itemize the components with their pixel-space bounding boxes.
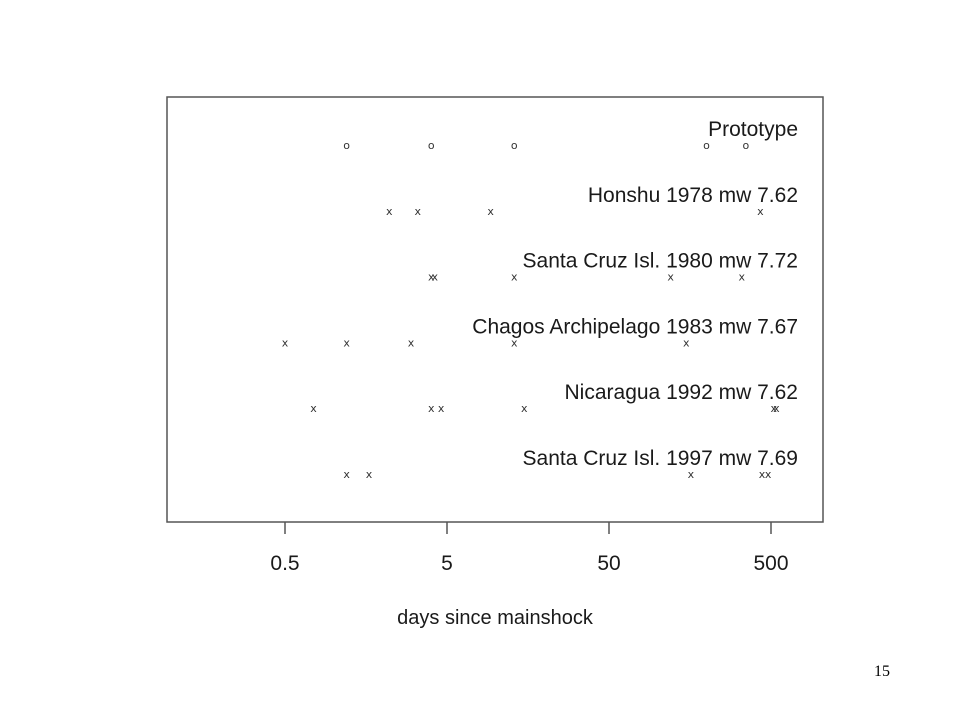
series-label: Santa Cruz Isl. 1980 mw 7.72	[523, 250, 798, 273]
data-point: x	[343, 336, 350, 349]
plot-frame	[166, 96, 824, 523]
data-point: x	[688, 468, 695, 481]
series-label: Chagos Archipelago 1983 mw 7.67	[472, 315, 798, 338]
data-point: x	[757, 205, 764, 218]
data-point: x	[771, 402, 778, 415]
data-point: x	[415, 205, 422, 218]
x-tick-label: 50	[597, 552, 620, 575]
x-tick-label: 0.5	[270, 552, 299, 575]
page-number: 15	[874, 663, 890, 680]
data-point: x	[343, 468, 350, 481]
x-axis-title: days since mainshock	[397, 607, 594, 629]
data-point: x	[521, 402, 528, 415]
data-point: x	[511, 336, 518, 349]
data-point: o	[511, 139, 518, 152]
data-point: o	[343, 139, 350, 152]
x-axis: 0.5 5 50 500	[270, 522, 789, 575]
data-point: x	[765, 468, 772, 481]
data-point: x	[408, 336, 415, 349]
data-point: x	[759, 468, 766, 481]
data-point: x	[386, 205, 393, 218]
x-tick-label: 500	[753, 552, 788, 575]
x-tick-label: 5	[441, 552, 453, 575]
series-label: Prototype	[708, 118, 798, 141]
data-point: x	[739, 271, 746, 284]
data-point: o	[703, 139, 710, 152]
data-point: x	[511, 271, 518, 284]
data-point: x	[438, 402, 445, 415]
data-point: x	[667, 271, 674, 284]
series-label: Santa Cruz Isl. 1997 mw 7.69	[523, 447, 798, 470]
data-point: o	[743, 139, 750, 152]
data-point: x	[683, 336, 690, 349]
data-point: x	[773, 402, 780, 415]
data-point: x	[431, 271, 438, 284]
data-point: x	[366, 468, 373, 481]
series-label: Nicaragua 1992 mw 7.62	[565, 381, 798, 404]
data-point: x	[487, 205, 494, 218]
data-point: x	[428, 271, 435, 284]
data-point: o	[428, 139, 435, 152]
data-point: x	[428, 402, 435, 415]
data-point: x	[310, 402, 317, 415]
series-label: Honshu 1978 mw 7.62	[588, 184, 798, 207]
data-point: x	[282, 336, 289, 349]
